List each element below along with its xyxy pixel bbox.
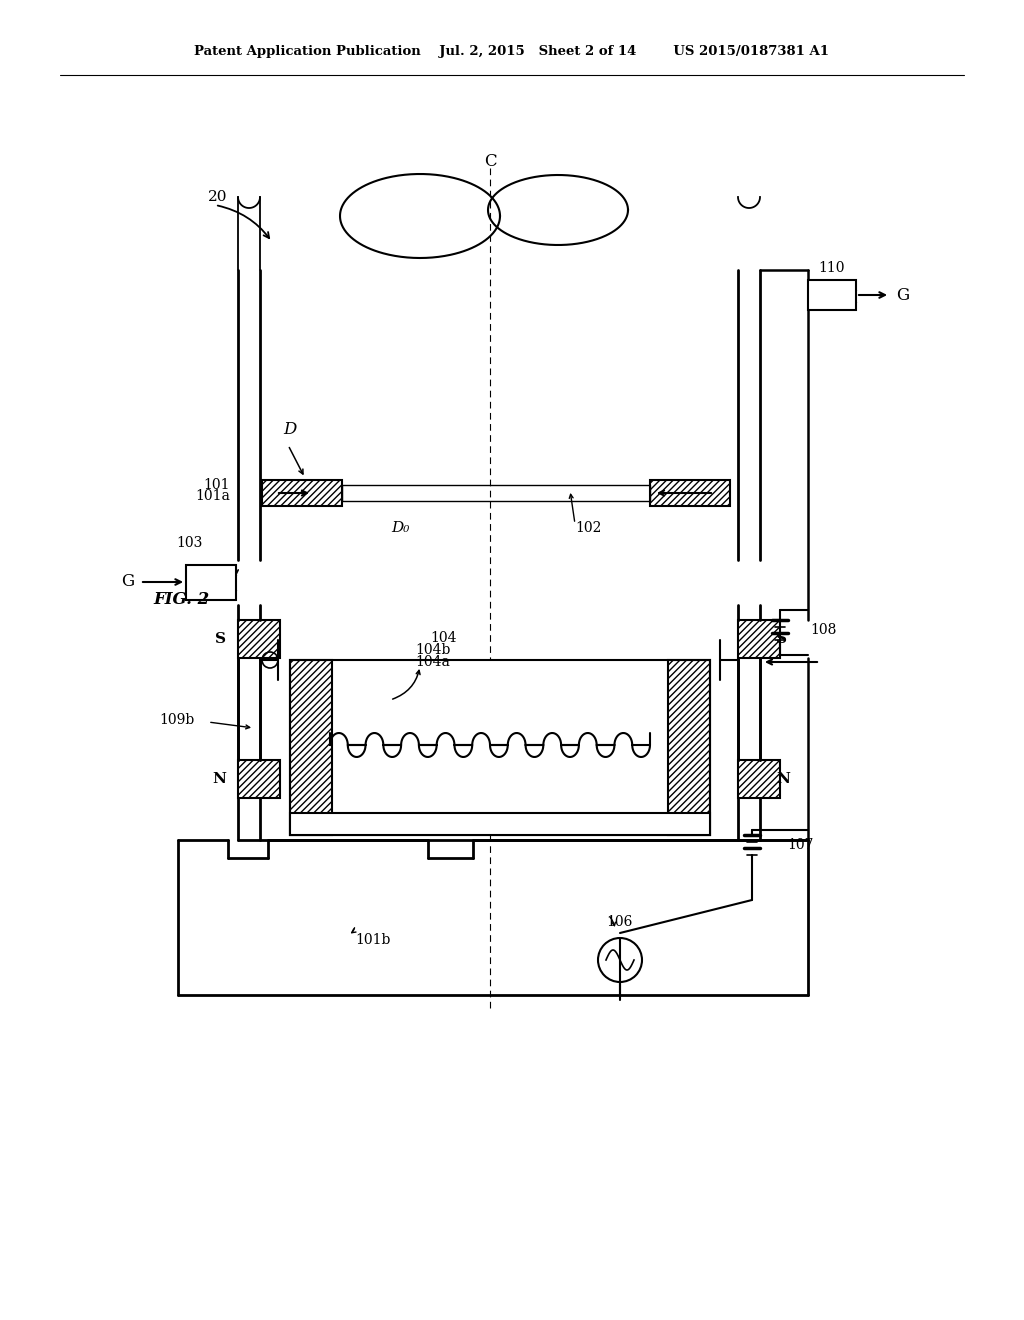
- Text: D₀: D₀: [391, 521, 410, 535]
- Text: G: G: [121, 573, 134, 590]
- Text: N: N: [212, 772, 226, 785]
- Text: 102: 102: [575, 521, 601, 535]
- Text: 104b: 104b: [415, 643, 451, 657]
- Text: 103: 103: [176, 536, 203, 550]
- Bar: [650, 480, 730, 506]
- Text: Patent Application Publication    Jul. 2, 2015   Sheet 2 of 14        US 2015/01: Patent Application Publication Jul. 2, 2…: [195, 45, 829, 58]
- Bar: [186, 565, 236, 601]
- Text: 101: 101: [204, 478, 230, 492]
- Text: C: C: [483, 153, 497, 170]
- Text: 109b: 109b: [160, 713, 195, 727]
- Text: 101a: 101a: [196, 488, 230, 503]
- Text: 20: 20: [208, 190, 227, 205]
- Text: G: G: [896, 286, 909, 304]
- Bar: [238, 620, 280, 657]
- Text: D: D: [283, 421, 296, 438]
- Bar: [290, 660, 332, 836]
- Bar: [808, 280, 856, 310]
- Bar: [668, 660, 710, 836]
- Text: N: N: [776, 772, 790, 785]
- Text: 106: 106: [607, 915, 633, 929]
- Text: FIG. 2: FIG. 2: [153, 591, 209, 609]
- Bar: [290, 813, 710, 836]
- Bar: [738, 760, 780, 799]
- Bar: [290, 660, 710, 836]
- Bar: [238, 760, 280, 799]
- Text: S: S: [215, 632, 226, 645]
- Text: S: S: [776, 632, 787, 645]
- Text: 101b: 101b: [355, 933, 390, 946]
- Text: 104a: 104a: [415, 655, 450, 669]
- Text: 104: 104: [430, 631, 457, 645]
- Text: 107: 107: [787, 838, 813, 851]
- Bar: [262, 480, 342, 506]
- Bar: [342, 484, 650, 502]
- Bar: [738, 620, 780, 657]
- Text: 110: 110: [818, 261, 845, 275]
- Text: 108: 108: [810, 623, 837, 638]
